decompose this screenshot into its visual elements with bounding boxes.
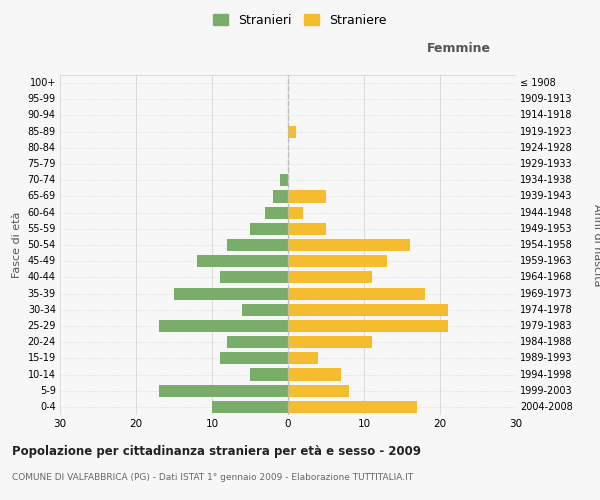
Bar	[288, 352, 319, 364]
Bar	[288, 126, 296, 138]
Legend: Stranieri, Straniere: Stranieri, Straniere	[208, 8, 392, 32]
Bar	[288, 206, 303, 218]
Text: Popolazione per cittadinanza straniera per età e sesso - 2009: Popolazione per cittadinanza straniera p…	[12, 445, 421, 458]
Bar	[242, 304, 288, 316]
Bar	[265, 206, 288, 218]
Bar	[159, 384, 288, 397]
Bar	[288, 288, 425, 300]
Bar	[288, 239, 410, 251]
Bar	[227, 336, 288, 348]
Bar	[212, 401, 288, 413]
Bar	[197, 255, 288, 268]
Bar	[220, 272, 288, 283]
Y-axis label: Fasce di età: Fasce di età	[12, 212, 22, 278]
Bar	[273, 190, 288, 202]
Bar	[288, 272, 371, 283]
Bar	[288, 368, 341, 380]
Bar	[174, 288, 288, 300]
Bar	[288, 336, 371, 348]
Bar	[227, 239, 288, 251]
Bar	[159, 320, 288, 332]
Bar	[250, 368, 288, 380]
Bar	[288, 255, 387, 268]
Bar	[288, 320, 448, 332]
Y-axis label: Anni di nascita: Anni di nascita	[592, 204, 600, 286]
Bar	[288, 401, 417, 413]
Text: COMUNE DI VALFABBRICA (PG) - Dati ISTAT 1° gennaio 2009 - Elaborazione TUTTITALI: COMUNE DI VALFABBRICA (PG) - Dati ISTAT …	[12, 472, 413, 482]
Bar	[288, 190, 326, 202]
Bar	[280, 174, 288, 186]
Bar	[288, 384, 349, 397]
Bar	[220, 352, 288, 364]
Text: Femmine: Femmine	[427, 42, 491, 54]
Bar	[250, 222, 288, 235]
Bar	[288, 304, 448, 316]
Bar	[288, 222, 326, 235]
